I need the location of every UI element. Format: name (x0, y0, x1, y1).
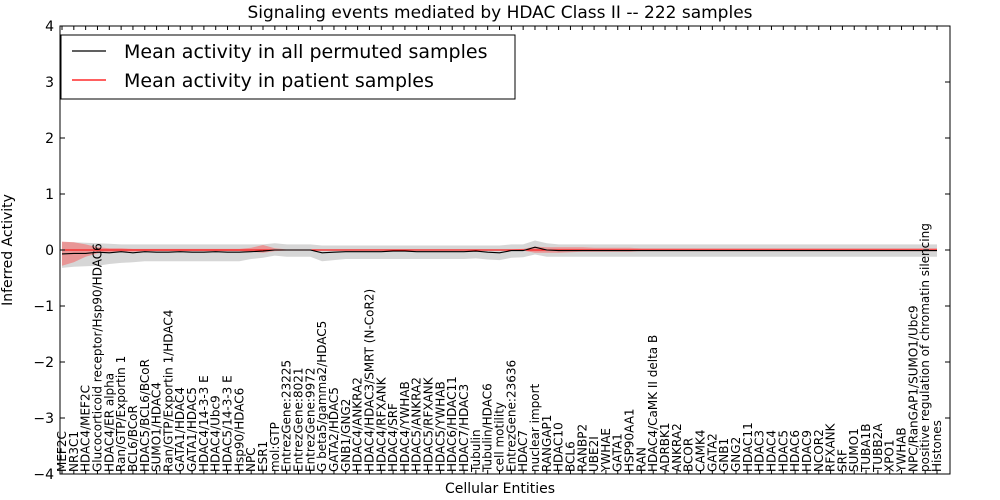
x-tick-label: ESR1 (256, 441, 270, 472)
x-tick-label: HDAC4/MEF2C (79, 385, 93, 472)
y-tick-label: −4 (33, 467, 54, 483)
x-tick-label: GNG2 (729, 437, 743, 472)
x-tick-label: HDAC4/CaMK II delta B (646, 335, 660, 472)
x-tick-label: HDAC4/ANKRA2 (351, 377, 365, 472)
x-tick-label: Glucocorticoid receptor/Hsp90/HDAC6 (91, 243, 105, 472)
x-tick-label: CAMK4 (694, 430, 708, 472)
y-tick-label: 2 (45, 131, 54, 147)
x-tick-label: TUBB2A (871, 423, 885, 473)
legend: Mean activity in all permuted samples Me… (60, 34, 516, 100)
x-tick-label: HDAC5/YWHAB (433, 381, 447, 472)
x-tick-label: NR3C1 (67, 431, 81, 472)
x-tick-label: NPC (244, 447, 258, 472)
x-tick-label: HDAC6/HDAC11 (445, 376, 459, 472)
x-tick-label: GATA1/HDAC5 (185, 387, 199, 472)
x-tick-label: HDAC5/BCL6/BCoR (138, 359, 152, 472)
x-tick-label: SRF (835, 449, 849, 472)
x-tick-label: HDAC11 (741, 422, 755, 472)
x-tick-label: HDAC4/SRF (386, 403, 400, 472)
x-tick-label: NCOR2 (812, 429, 826, 472)
x-tick-label: G beta5/gamma2/HDAC5 (315, 321, 329, 472)
x-tick-label: Hsp90/HDAC6 (232, 388, 246, 472)
x-tick-label: HDAC5/ANKRA2 (410, 377, 424, 472)
x-tick-label: HDAC5/RFXANK (422, 376, 436, 472)
chart-title: Signaling events mediated by HDAC Class … (247, 3, 752, 23)
x-tick-label: XPO1 (883, 439, 897, 472)
x-tick-label: ANKRA2 (670, 423, 684, 472)
x-axis-label: Cellular Entities (445, 481, 555, 497)
y-axis-ticks: 4 3 2 1 0 −1 −2 −3 −4 (33, 19, 950, 483)
y-tick-label: 4 (45, 19, 54, 35)
y-tick-label: −1 (33, 299, 54, 315)
x-tick-label: GATA2/HDAC5 (327, 387, 341, 472)
x-tick-label: Tubulin (469, 429, 483, 473)
x-tick-label: RANBP2 (575, 424, 589, 472)
x-tick-label: mol:GTP (268, 422, 282, 472)
x-tick-label: BCL6/BCoR (126, 405, 140, 472)
y-tick-label: 0 (45, 243, 54, 259)
x-tick-label: GATA1/HDAC4 (173, 387, 187, 472)
x-tick-label: YWHAE (599, 428, 613, 473)
x-tick-label: SUMO1 (847, 428, 861, 472)
y-tick-label: 1 (45, 187, 54, 203)
x-tick-label: HDAC10 (552, 422, 566, 472)
x-tick-label: HDAC4/HDAC3/SMRT (N-CoR2) (362, 289, 376, 472)
x-tick-label: HDAC3 (753, 430, 767, 472)
y-tick-label: −3 (33, 411, 54, 427)
legend-permuted-label: Mean activity in all permuted samples (124, 41, 487, 63)
x-tick-label: UBE2I (587, 436, 601, 472)
x-tick-label: YWHAB (895, 427, 909, 473)
series-lines (61, 246, 937, 255)
x-tick-label: Tubulin/HDAC6 (481, 383, 495, 473)
y-tick-label: 3 (45, 75, 54, 91)
x-tick-label: BCOR (682, 438, 696, 472)
plot-frame (59, 25, 951, 475)
x-tick-label: RANGAP1 (540, 415, 554, 472)
x-tick-label: HDAC7/HDAC3 (457, 384, 471, 472)
x-tick-label: GNB1 (717, 438, 731, 472)
x-tick-label: GATA1 (611, 433, 625, 472)
x-tick-label: Histones (930, 420, 944, 472)
x-tick-label: cell motility (493, 402, 507, 472)
legend-box (60, 34, 516, 100)
x-tick-label: HDAC4/YWHAB (398, 381, 412, 472)
x-tick-label: EntrezGene:9972 (303, 368, 317, 473)
x-tick-label: HDAC4/ER alpha (102, 373, 116, 472)
x-tick-label: HDAC9 (800, 430, 814, 472)
x-tick-label: HDAC4/Ubc9 (209, 395, 223, 472)
x-tick-label: RAN (634, 447, 648, 472)
x-tick-label: positive regulation of chromatin silenci… (918, 223, 932, 472)
x-tick-label: MEF2C (55, 431, 69, 472)
x-tick-label: HSP90AA1 (623, 408, 637, 472)
x-tick-label: HDAC5/14-3-3 E (221, 375, 235, 472)
x-tick-label: RFXANK (824, 422, 838, 472)
x-tick-label: EntrezGene:23636 (504, 360, 518, 472)
x-tick-label: TUBA1B (859, 424, 873, 473)
x-tick-label: HDAC4/14-3-3 E (197, 375, 211, 472)
legend-patient-label: Mean activity in patient samples (124, 70, 434, 92)
y-tick-label: −2 (33, 355, 54, 371)
x-tick-label: EntrezGene:23225 (280, 360, 294, 472)
x-tick-label: HDAC7 (516, 430, 530, 472)
x-tick-label: HDAC4 (765, 430, 779, 472)
x-tick-label: Ran/GTP/Exportin 1 (114, 356, 128, 472)
x-tick-label: HDAC6 (788, 430, 802, 472)
x-tick-label: HDAC4/RFXANK (374, 376, 388, 472)
x-tick-label: SUMO1/HDAC4 (150, 382, 164, 472)
x-tick-label: GNB1/GNG2 (339, 399, 353, 472)
permuted-band (62, 240, 937, 268)
permuted-mean-line (61, 246, 937, 255)
x-tick-label: Ran/GTP/Exportin 1/HDAC4 (161, 310, 175, 472)
y-axis-label: Inferred Activity (0, 194, 16, 306)
x-tick-label: nuclear import (528, 383, 542, 472)
x-tick-label: EntrezGene:8021 (292, 368, 306, 473)
x-tick-label: ADRBK1 (658, 422, 672, 472)
activity-bands (62, 240, 937, 268)
x-tick-label: BCL6 (563, 441, 577, 472)
x-tick-label: GATA2 (705, 433, 719, 472)
x-tick-label: HDAC5 (776, 430, 790, 472)
x-tick-label: NPC/RanGAP1/SUMO1/Ubc9 (906, 305, 920, 472)
